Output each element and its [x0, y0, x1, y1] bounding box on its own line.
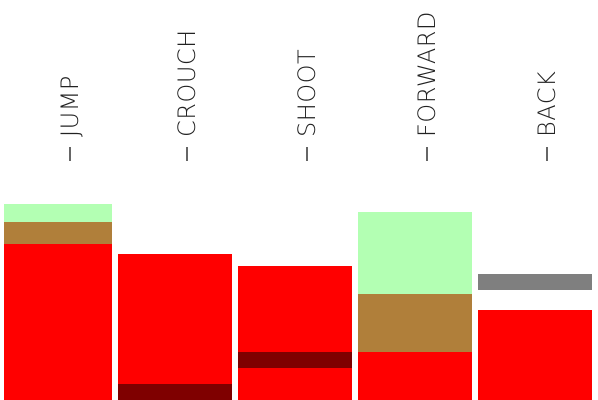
label-area-forward: FORWARD — [358, 0, 472, 185]
column-back[interactable]: BACK — [478, 0, 592, 400]
action-label-back: BACK — [533, 70, 561, 161]
bar-segment-bright-red — [238, 266, 352, 352]
tick-mark — [426, 147, 428, 161]
column-shoot[interactable]: SHOOT — [238, 0, 352, 400]
tick-mark — [69, 147, 71, 161]
bar-segment-bright-red — [4, 244, 112, 400]
label-area-crouch: CROUCH — [118, 0, 232, 185]
bar-segment-bright-red — [478, 310, 592, 400]
bar-segment-light-green — [358, 212, 472, 294]
column-jump[interactable]: JUMP — [4, 0, 112, 400]
label-area-jump: JUMP — [4, 0, 112, 185]
bar-segment-white — [478, 290, 592, 310]
bar-shoot[interactable] — [238, 266, 352, 400]
bar-segment-brown — [358, 294, 472, 352]
tick-mark — [186, 147, 188, 161]
bar-segment-bright-red — [118, 254, 232, 384]
label-area-shoot: SHOOT — [238, 0, 352, 185]
action-label-text: FORWARD — [413, 11, 441, 137]
bar-segment-brown — [4, 222, 112, 244]
action-label-crouch: CROUCH — [173, 29, 201, 161]
label-area-back: BACK — [478, 0, 592, 185]
action-label-forward: FORWARD — [413, 11, 441, 161]
bar-crouch[interactable] — [118, 254, 232, 400]
tick-mark — [306, 147, 308, 161]
bar-back[interactable] — [478, 274, 592, 400]
bar-segment-bright-red — [358, 352, 472, 400]
column-crouch[interactable]: CROUCH — [118, 0, 232, 400]
tick-mark — [546, 147, 548, 161]
action-label-jump: JUMP — [56, 75, 84, 161]
action-label-text: CROUCH — [173, 29, 201, 137]
column-forward[interactable]: FORWARD — [358, 0, 472, 400]
bar-segment-gray — [478, 274, 592, 290]
action-label-text: JUMP — [56, 75, 84, 137]
bar-forward[interactable] — [358, 212, 472, 400]
bar-segment-light-green — [4, 204, 112, 222]
bar-jump[interactable] — [4, 204, 112, 400]
action-label-text: BACK — [533, 70, 561, 137]
bar-segment-dark-red — [238, 352, 352, 368]
bar-segment-bright-red — [238, 368, 352, 400]
action-label-shoot: SHOOT — [293, 48, 321, 161]
bar-segment-dark-red — [118, 384, 232, 400]
action-label-text: SHOOT — [293, 48, 321, 137]
